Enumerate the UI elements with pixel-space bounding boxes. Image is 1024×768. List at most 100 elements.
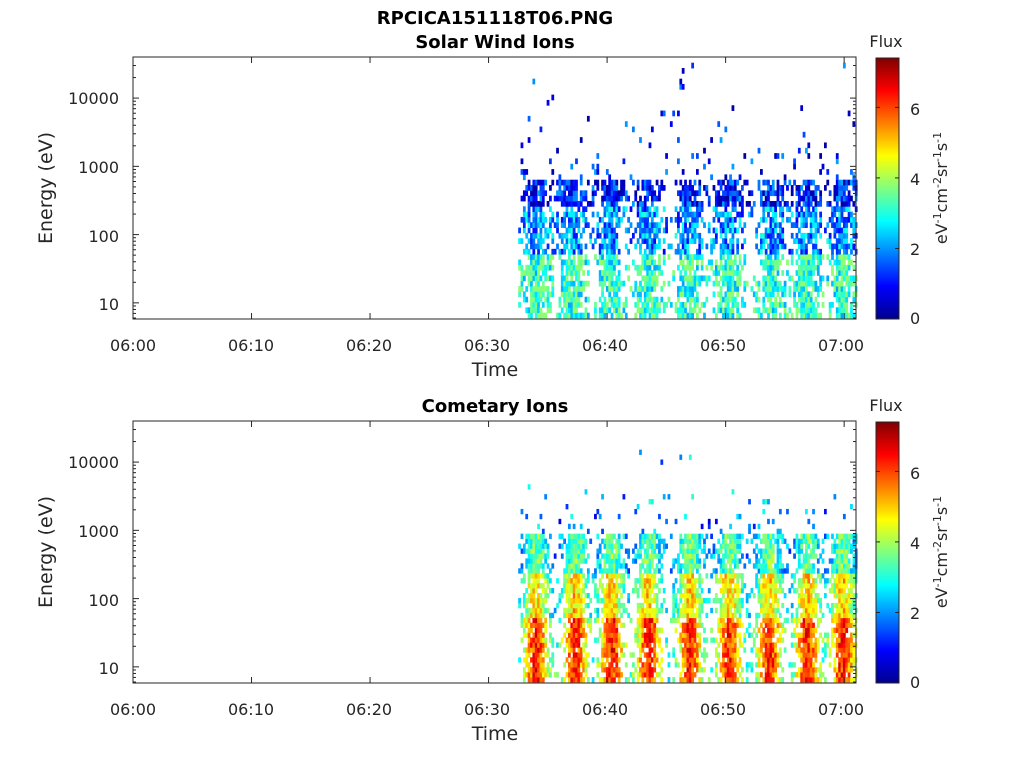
heatmap-cell [802, 622, 806, 628]
heatmap-cell [610, 296, 614, 303]
heatmap-cell [726, 275, 730, 282]
heatmap-cell [610, 622, 614, 628]
heatmap-cell [605, 533, 609, 540]
heatmap-cell [655, 211, 659, 218]
heatmap-cell [560, 677, 564, 683]
heatmap-cell [845, 538, 849, 544]
heatmap-cell [797, 563, 801, 569]
heatmap-cell [672, 558, 676, 564]
heatmap-cell [643, 617, 647, 624]
heatmap-cell [546, 652, 550, 658]
heatmap-cell [537, 563, 540, 569]
heatmap-cell [790, 583, 794, 589]
heatmap-cell [807, 270, 811, 276]
heatmap-cell [534, 200, 538, 207]
heatmap-cell [591, 573, 595, 579]
heatmap-cell [764, 667, 768, 673]
heatmap-cell [544, 667, 548, 673]
heatmap-cell [579, 286, 583, 292]
heatmap-cell [731, 216, 735, 223]
heatmap-cell [532, 275, 536, 282]
heatmap-cell [596, 657, 600, 663]
panel-cometary: Cometary Ions 06:00 06:10 06:20 06:30 06… [35, 396, 951, 745]
heatmap-cell [714, 227, 718, 234]
heatmap-cell [643, 558, 647, 564]
heatmap-cell [838, 662, 841, 668]
heatmap-cell [783, 174, 787, 181]
heatmap-cell [714, 662, 718, 668]
heatmap-cell [688, 222, 692, 228]
heatmap-cell [646, 602, 649, 609]
heatmap-cell [598, 662, 602, 668]
heatmap-cell [840, 657, 844, 663]
heatmap-cell [748, 211, 751, 218]
heatmap-cell [842, 617, 846, 624]
heatmap-cell [828, 302, 832, 308]
heatmap-cell [688, 280, 692, 287]
heatmap-cell [610, 602, 614, 609]
heatmap-cell [760, 583, 763, 589]
heatmap-cell [703, 275, 706, 282]
heatmap-cell [793, 662, 796, 668]
heatmap-cell [840, 254, 844, 260]
heatmap-cell [802, 573, 806, 579]
heatmap-cell [693, 195, 697, 202]
heatmap-cell [795, 548, 799, 554]
heatmap-cell [586, 622, 590, 628]
heatmap-cell [594, 254, 597, 260]
heatmap-cell [729, 195, 732, 202]
heatmap-cell [805, 593, 808, 599]
heatmap-cell [729, 185, 732, 191]
heatmap-cell [852, 200, 856, 207]
heatmap-cell [695, 232, 699, 239]
heatmap-cell [771, 232, 775, 239]
heatmap-cell [660, 607, 664, 614]
heatmap-cell [688, 657, 692, 663]
heatmap-cell [722, 248, 725, 255]
heatmap-cell [767, 667, 770, 673]
heatmap-cell [534, 597, 538, 604]
heatmap-cell [551, 94, 555, 101]
heatmap-cell [819, 607, 823, 614]
heatmap-cell [558, 296, 562, 303]
heatmap-cell [549, 195, 552, 202]
heatmap-cell [551, 211, 555, 218]
heatmap-cell [558, 593, 562, 599]
heatmap-cell [549, 632, 552, 638]
heatmap-cell [622, 563, 626, 569]
heatmap-cell [575, 652, 578, 658]
heatmap-cell [520, 264, 524, 271]
heatmap-cell [601, 568, 604, 574]
heatmap-cell [847, 573, 851, 579]
heatmap-cell [688, 454, 692, 460]
heatmap-cell [575, 617, 578, 624]
heatmap-cell [601, 259, 604, 266]
heatmap-cell [726, 312, 730, 319]
heatmap-cell [532, 296, 536, 303]
heatmap-cell [736, 578, 740, 584]
heatmap-cell [767, 518, 770, 525]
heatmap-cell [774, 583, 777, 589]
heatmap-cell [655, 302, 659, 308]
heatmap-cell [805, 573, 808, 579]
heatmap-cell [679, 588, 683, 594]
heatmap-cell [776, 627, 780, 633]
heatmap-cell [539, 291, 543, 298]
heatmap-cell [809, 548, 813, 554]
heatmap-cell [681, 627, 685, 633]
heatmap-cell [575, 185, 578, 191]
heatmap-cell [624, 264, 628, 271]
heatmap-cell [852, 533, 856, 540]
heatmap-cell [703, 163, 706, 170]
heatmap-cell [567, 222, 571, 228]
heatmap-cell [567, 195, 571, 202]
heatmap-cell [757, 523, 761, 530]
heatmap-cell [537, 607, 540, 614]
heatmap-cell [733, 286, 737, 292]
heatmap-cell [646, 583, 649, 589]
heatmap-cell [653, 548, 657, 554]
heatmap-cell [693, 302, 697, 308]
heatmap-cell [838, 190, 841, 197]
heatmap-cell [567, 291, 571, 298]
heatmap-cell [731, 195, 735, 202]
